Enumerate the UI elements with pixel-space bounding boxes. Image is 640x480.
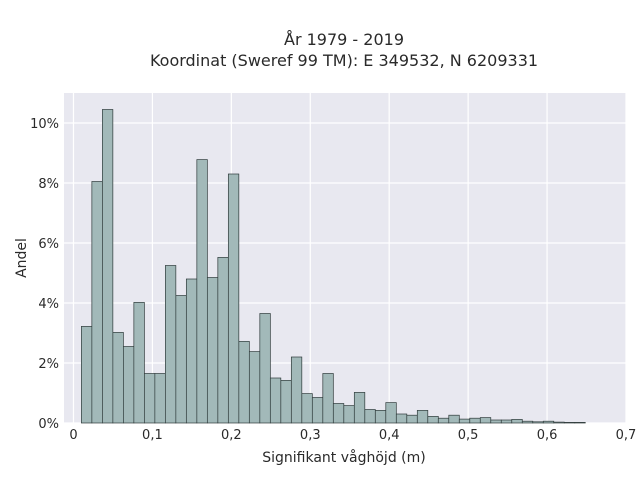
histogram-bar — [374, 410, 387, 424]
histogram-bar — [395, 413, 408, 424]
histogram-bar — [175, 295, 187, 424]
histogram-bar — [196, 159, 208, 424]
histogram-bar — [322, 373, 334, 424]
histogram-bar — [91, 181, 103, 424]
x-tick-label: 0 — [69, 428, 77, 443]
chart-title-line-1: År 1979 - 2019 — [284, 30, 404, 49]
x-axis-ticks: 0 0,1 0,2 0,3 0,4 0,5 0,6 0,7 — [69, 428, 636, 443]
histogram-bar — [259, 313, 271, 424]
histogram-bar — [332, 403, 345, 424]
histogram-bar — [469, 417, 481, 424]
histogram-bar — [290, 356, 303, 424]
histogram-bar — [144, 373, 156, 424]
x-tick-label: 0,1 — [142, 428, 163, 443]
histogram-bar — [112, 332, 124, 424]
y-tick-label: 6% — [38, 237, 59, 252]
histogram-bar — [123, 346, 135, 424]
histogram-bar — [353, 392, 366, 424]
histogram-bar — [563, 422, 576, 424]
histogram-bar — [227, 173, 240, 424]
histogram-bar — [343, 405, 355, 424]
histogram-bar — [532, 421, 544, 424]
histogram-bar — [248, 351, 261, 424]
histogram-bar — [511, 419, 523, 424]
histogram-bar — [479, 417, 492, 424]
x-tick-label: 0,3 — [300, 428, 321, 443]
histogram-bar — [311, 397, 324, 424]
histogram-bar — [280, 380, 292, 424]
histogram-bar — [458, 418, 471, 424]
histogram-bar — [238, 341, 250, 424]
histogram-bar — [154, 373, 166, 424]
x-axis-label: Signifikant våghöjd (m) — [262, 449, 425, 466]
histogram-bar — [301, 393, 313, 424]
histogram-bar — [437, 417, 450, 424]
y-tick-label: 4% — [38, 297, 59, 312]
y-tick-label: 0% — [38, 417, 59, 432]
histogram-bar — [448, 414, 460, 424]
y-axis-ticks: 0% 2% 4% 6% 8% 10% — [30, 117, 59, 432]
histogram-bar — [490, 419, 502, 424]
histogram-bar — [164, 265, 177, 424]
histogram-bar — [364, 409, 376, 424]
histogram-bar — [406, 414, 418, 424]
x-tick-label: 0,2 — [221, 428, 242, 443]
histogram-bar — [500, 419, 513, 424]
histogram-bar — [81, 326, 93, 424]
histogram-bar — [185, 278, 198, 424]
histogram-bar — [521, 420, 534, 424]
x-tick-label: 0,4 — [379, 428, 400, 443]
histogram-bar — [427, 416, 439, 424]
histogram-bar — [553, 421, 565, 424]
histogram-bars — [81, 109, 586, 424]
histogram-bar — [385, 402, 397, 424]
histogram-bar — [102, 109, 114, 424]
x-tick-label: 0,6 — [537, 428, 558, 443]
histogram-bar — [574, 422, 586, 424]
histogram-bar — [542, 420, 555, 424]
y-tick-label: 8% — [38, 177, 59, 192]
histogram-bar — [269, 377, 282, 424]
chart-title-line-2: Koordinat (Sweref 99 TM): E 349532, N 62… — [150, 51, 538, 70]
histogram-bar — [217, 257, 229, 424]
y-tick-label: 2% — [38, 357, 59, 372]
y-axis-label: Andel — [14, 238, 30, 278]
histogram-bar — [416, 410, 429, 424]
plot-area — [64, 93, 626, 423]
x-tick-label: 0,7 — [616, 428, 637, 443]
histogram-bar — [133, 302, 145, 424]
histogram-bar — [206, 277, 219, 424]
y-tick-label: 10% — [30, 117, 59, 132]
x-tick-label: 0,5 — [458, 428, 479, 443]
